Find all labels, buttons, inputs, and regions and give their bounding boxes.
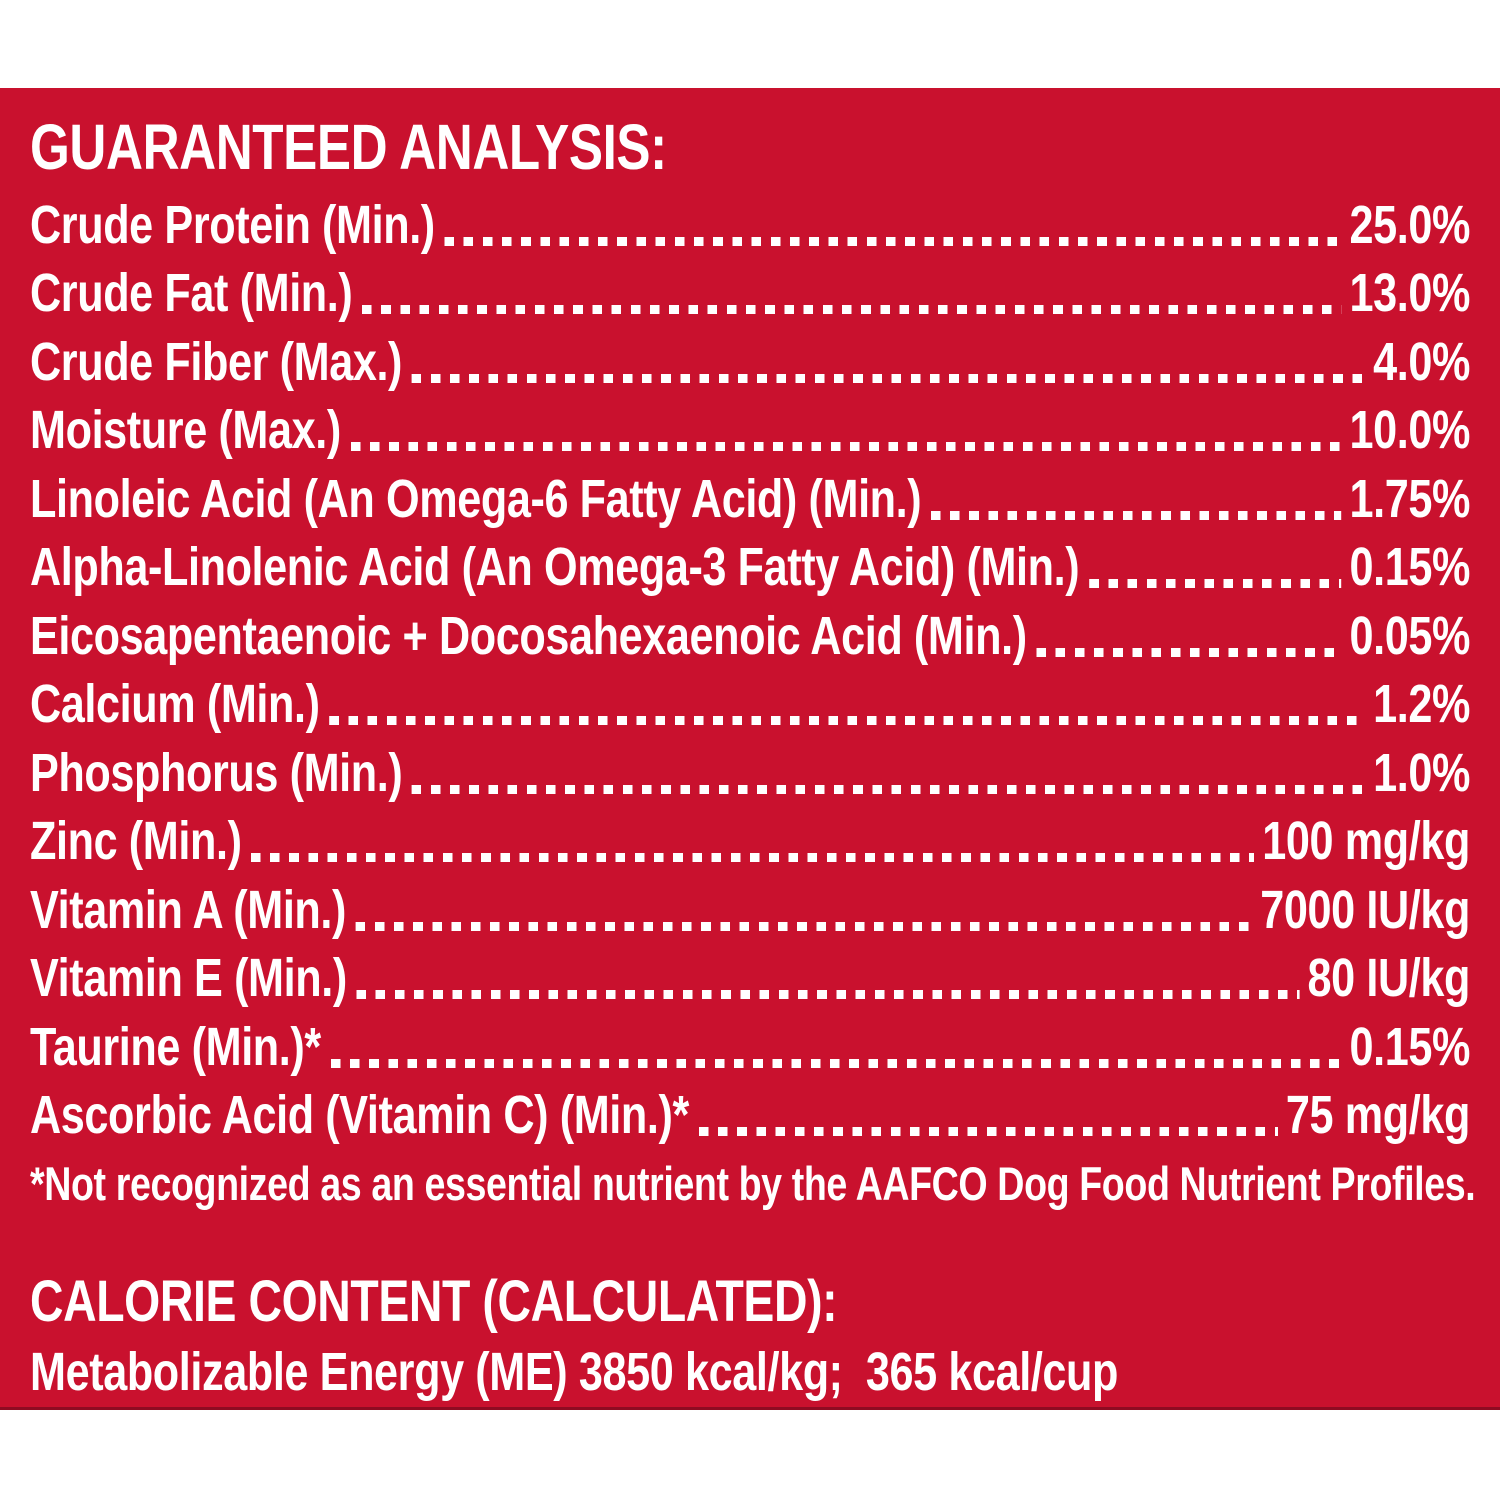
analysis-rows: Crude Protein (Min.) 25.0% Crude Fat (Mi… xyxy=(30,190,1470,1149)
dot-leader xyxy=(350,442,1342,451)
dot-leader xyxy=(356,990,1300,999)
nutrient-value: 25.0% xyxy=(1349,194,1471,255)
nutrient-value: 1.0% xyxy=(1373,742,1470,803)
nutrient-name: Eicosapentaenoic + Docosahexaenoic Acid … xyxy=(30,605,1027,666)
analysis-row: Vitamin E (Min.) 80 IU/kg xyxy=(30,944,1470,1013)
analysis-row: Vitamin A (Min.) 7000 IU/kg xyxy=(30,875,1470,944)
nutrient-name: Moisture (Max.) xyxy=(30,400,341,460)
nutrient-name: Vitamin A (Min.) xyxy=(30,879,346,940)
nutrient-name: Crude Protein (Min.) xyxy=(30,194,435,255)
nutrient-value: 1.75% xyxy=(1349,468,1471,529)
nutrient-name: Crude Fiber (Max.) xyxy=(30,331,403,392)
nutrient-name: Taurine (Min.)* xyxy=(30,1016,321,1077)
nutrient-value: 0.15% xyxy=(1349,1016,1471,1077)
guaranteed-analysis-panel: GUARANTEED ANALYSIS: Crude Protein (Min.… xyxy=(0,88,1500,1410)
analysis-row: Taurine (Min.)* 0.15% xyxy=(30,1012,1470,1081)
nutrient-value: 7000 IU/kg xyxy=(1260,879,1470,940)
dot-leader xyxy=(329,716,1366,725)
nutrient-name: Linoleic Acid (An Omega-6 Fatty Acid) (M… xyxy=(30,468,922,529)
nutrient-name: Calcium (Min.) xyxy=(30,674,320,734)
analysis-row: Crude Fiber (Max.) 4.0% xyxy=(30,327,1470,396)
nutrient-value: 75 mg/kg xyxy=(1285,1085,1470,1145)
analysis-row: Crude Fat (Min.) 13.0% xyxy=(30,259,1470,328)
calorie-content-title: CALORIE CONTENT (CALCULATED): xyxy=(30,1269,838,1334)
nutrient-name: Crude Fat (Min.) xyxy=(30,263,353,323)
nutrient-name: Zinc (Min.) xyxy=(30,811,242,871)
dot-leader xyxy=(361,305,1342,314)
dot-leader xyxy=(330,1058,1342,1068)
nutrient-value: 0.05% xyxy=(1349,605,1471,666)
nutrient-value: 100 mg/kg xyxy=(1262,811,1470,871)
label-content: GUARANTEED ANALYSIS: Crude Protein (Min.… xyxy=(30,106,1476,1405)
analysis-row: Ascorbic Acid (Vitamin C) (Min.)* 75 mg/… xyxy=(30,1081,1470,1150)
analysis-row: Moisture (Max.) 10.0% xyxy=(30,396,1470,465)
nutrient-name: Phosphorus (Min.) xyxy=(30,742,403,803)
dot-leader xyxy=(251,853,1255,862)
nutrient-value: 10.0% xyxy=(1349,400,1471,460)
dot-leader xyxy=(355,921,1253,931)
analysis-row: Zinc (Min.) 100 mg/kg xyxy=(30,807,1470,876)
guaranteed-analysis-title: GUARANTEED ANALYSIS: xyxy=(30,111,667,183)
calorie-content-block: CALORIE CONTENT (CALCULATED): Metaboliza… xyxy=(30,1265,1470,1405)
metabolizable-energy-statement: Metabolizable Energy (ME) 3850 kcal/kg; … xyxy=(30,1342,1119,1402)
analysis-row: Crude Protein (Min.) 25.0% xyxy=(30,190,1470,259)
nutrient-value: 1.2% xyxy=(1373,674,1470,734)
dot-leader xyxy=(698,1127,1278,1136)
analysis-row: Phosphorus (Min.) 1.0% xyxy=(30,738,1470,807)
dot-leader xyxy=(1088,579,1342,588)
nutrient-value: 4.0% xyxy=(1373,331,1470,392)
dot-leader xyxy=(444,236,1342,246)
dot-leader xyxy=(930,510,1342,520)
analysis-row: Calcium (Min.) 1.2% xyxy=(30,670,1470,739)
dot-leader xyxy=(411,373,1366,383)
nutrient-name: Vitamin E (Min.) xyxy=(30,948,347,1008)
nutrient-name: Alpha-Linolenic Acid (An Omega-3 Fatty A… xyxy=(30,537,1080,597)
dot-leader xyxy=(1036,647,1342,657)
analysis-row: Linoleic Acid (An Omega-6 Fatty Acid) (M… xyxy=(30,464,1470,533)
dot-leader xyxy=(411,784,1366,794)
analysis-row: Eicosapentaenoic + Docosahexaenoic Acid … xyxy=(30,601,1470,670)
nutrient-name: Ascorbic Acid (Vitamin C) (Min.)* xyxy=(30,1085,689,1145)
nutrient-value: 0.15% xyxy=(1349,537,1471,597)
nutrient-value: 80 IU/kg xyxy=(1307,948,1471,1008)
aafco-footnote: *Not recognized as an essential nutrient… xyxy=(30,1157,1476,1210)
nutrient-value: 13.0% xyxy=(1349,263,1471,323)
analysis-row: Alpha-Linolenic Acid (An Omega-3 Fatty A… xyxy=(30,533,1470,602)
